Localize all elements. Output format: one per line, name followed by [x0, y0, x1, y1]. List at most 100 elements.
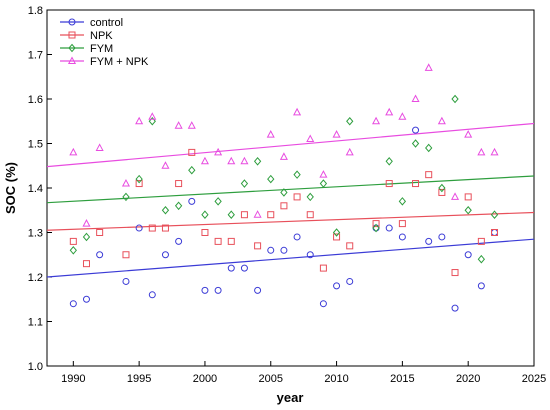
data-point	[293, 170, 301, 179]
data-point	[201, 229, 209, 236]
trend-line	[46, 238, 535, 278]
data-point	[148, 224, 156, 232]
data-point	[95, 143, 104, 151]
y-axis: 1.0 1.1 1.2 1.3 1.4 1.5 1.6 1.7 1.8	[28, 5, 52, 373]
data-point	[148, 116, 156, 126]
data-point	[201, 210, 209, 219]
data-point	[385, 180, 393, 188]
data-point	[187, 121, 196, 129]
data-point	[253, 157, 262, 166]
y-tick-label: 1.2	[28, 272, 43, 284]
data-point	[491, 229, 499, 236]
data-point	[412, 180, 420, 188]
data-point	[280, 246, 288, 254]
data-point	[82, 295, 90, 303]
data-point	[227, 264, 235, 272]
x-axis: 1990 1995 2000 2005 2010 2015 2020 2025	[61, 361, 546, 385]
data-point	[464, 251, 472, 259]
x-tick-label: 1990	[61, 373, 85, 385]
y-tick-label: 1.3	[28, 228, 43, 240]
data-point	[306, 192, 314, 202]
data-point	[135, 180, 143, 188]
data-point	[214, 147, 223, 156]
data-point	[135, 174, 143, 184]
y-tick-label: 1.0	[28, 361, 43, 373]
data-points	[69, 63, 499, 312]
data-point	[319, 170, 328, 178]
data-point	[240, 179, 249, 188]
data-point	[385, 107, 394, 116]
data-point	[174, 121, 183, 129]
data-point	[293, 193, 301, 201]
x-tick-label: 2005	[259, 373, 283, 385]
data-point	[82, 260, 90, 268]
data-point	[266, 130, 275, 138]
data-point	[279, 152, 288, 160]
data-point	[267, 211, 275, 219]
data-point	[267, 174, 275, 184]
y-tick-label: 1.5	[28, 139, 43, 151]
data-point	[214, 197, 222, 206]
data-point	[451, 304, 459, 312]
data-point	[332, 228, 341, 237]
data-point	[188, 148, 196, 156]
y-tick-label: 1.8	[28, 5, 43, 17]
data-point	[254, 286, 262, 294]
data-point	[319, 264, 327, 272]
data-point	[214, 286, 222, 294]
data-point	[148, 291, 156, 299]
data-point	[438, 183, 446, 193]
data-point	[412, 126, 420, 134]
data-point	[280, 188, 288, 197]
data-point	[174, 201, 183, 211]
data-point	[227, 210, 235, 219]
data-point	[214, 237, 222, 245]
data-point	[240, 211, 248, 219]
data-point	[437, 116, 446, 125]
data-point	[398, 197, 407, 206]
data-point	[464, 130, 473, 138]
data-point	[398, 220, 406, 228]
data-point	[227, 237, 235, 245]
data-point	[477, 237, 485, 245]
data-point	[306, 134, 315, 143]
data-point	[306, 211, 314, 219]
legend-label: FYM	[90, 43, 113, 55]
data-point	[240, 264, 248, 272]
data-point	[477, 254, 486, 264]
data-point	[161, 205, 170, 215]
data-point	[135, 224, 143, 232]
data-point	[96, 229, 104, 236]
data-point	[450, 192, 460, 200]
data-point	[254, 242, 262, 250]
legend-marker	[68, 18, 76, 26]
data-point	[319, 300, 327, 308]
data-point	[319, 179, 328, 188]
legend-marker	[68, 43, 76, 53]
data-point	[82, 232, 91, 242]
data-point	[122, 277, 130, 285]
data-point	[293, 107, 302, 116]
data-point	[122, 192, 130, 202]
y-tick-label: 1.6	[28, 94, 43, 106]
data-point	[346, 277, 354, 285]
trend-line	[46, 211, 535, 231]
data-point	[96, 251, 104, 259]
data-point	[451, 94, 459, 104]
data-point	[69, 300, 77, 308]
data-point	[82, 219, 91, 227]
data-point	[161, 251, 169, 259]
data-point	[227, 156, 236, 165]
data-point	[438, 188, 446, 196]
data-point	[398, 233, 406, 241]
data-point	[280, 202, 288, 210]
data-point	[385, 224, 393, 232]
data-point	[490, 147, 499, 156]
data-point	[293, 233, 301, 241]
x-tick-label: 1995	[127, 373, 151, 385]
data-point	[346, 116, 354, 126]
data-point	[175, 180, 183, 188]
data-point	[372, 223, 380, 233]
y-tick-label: 1.7	[28, 50, 43, 62]
